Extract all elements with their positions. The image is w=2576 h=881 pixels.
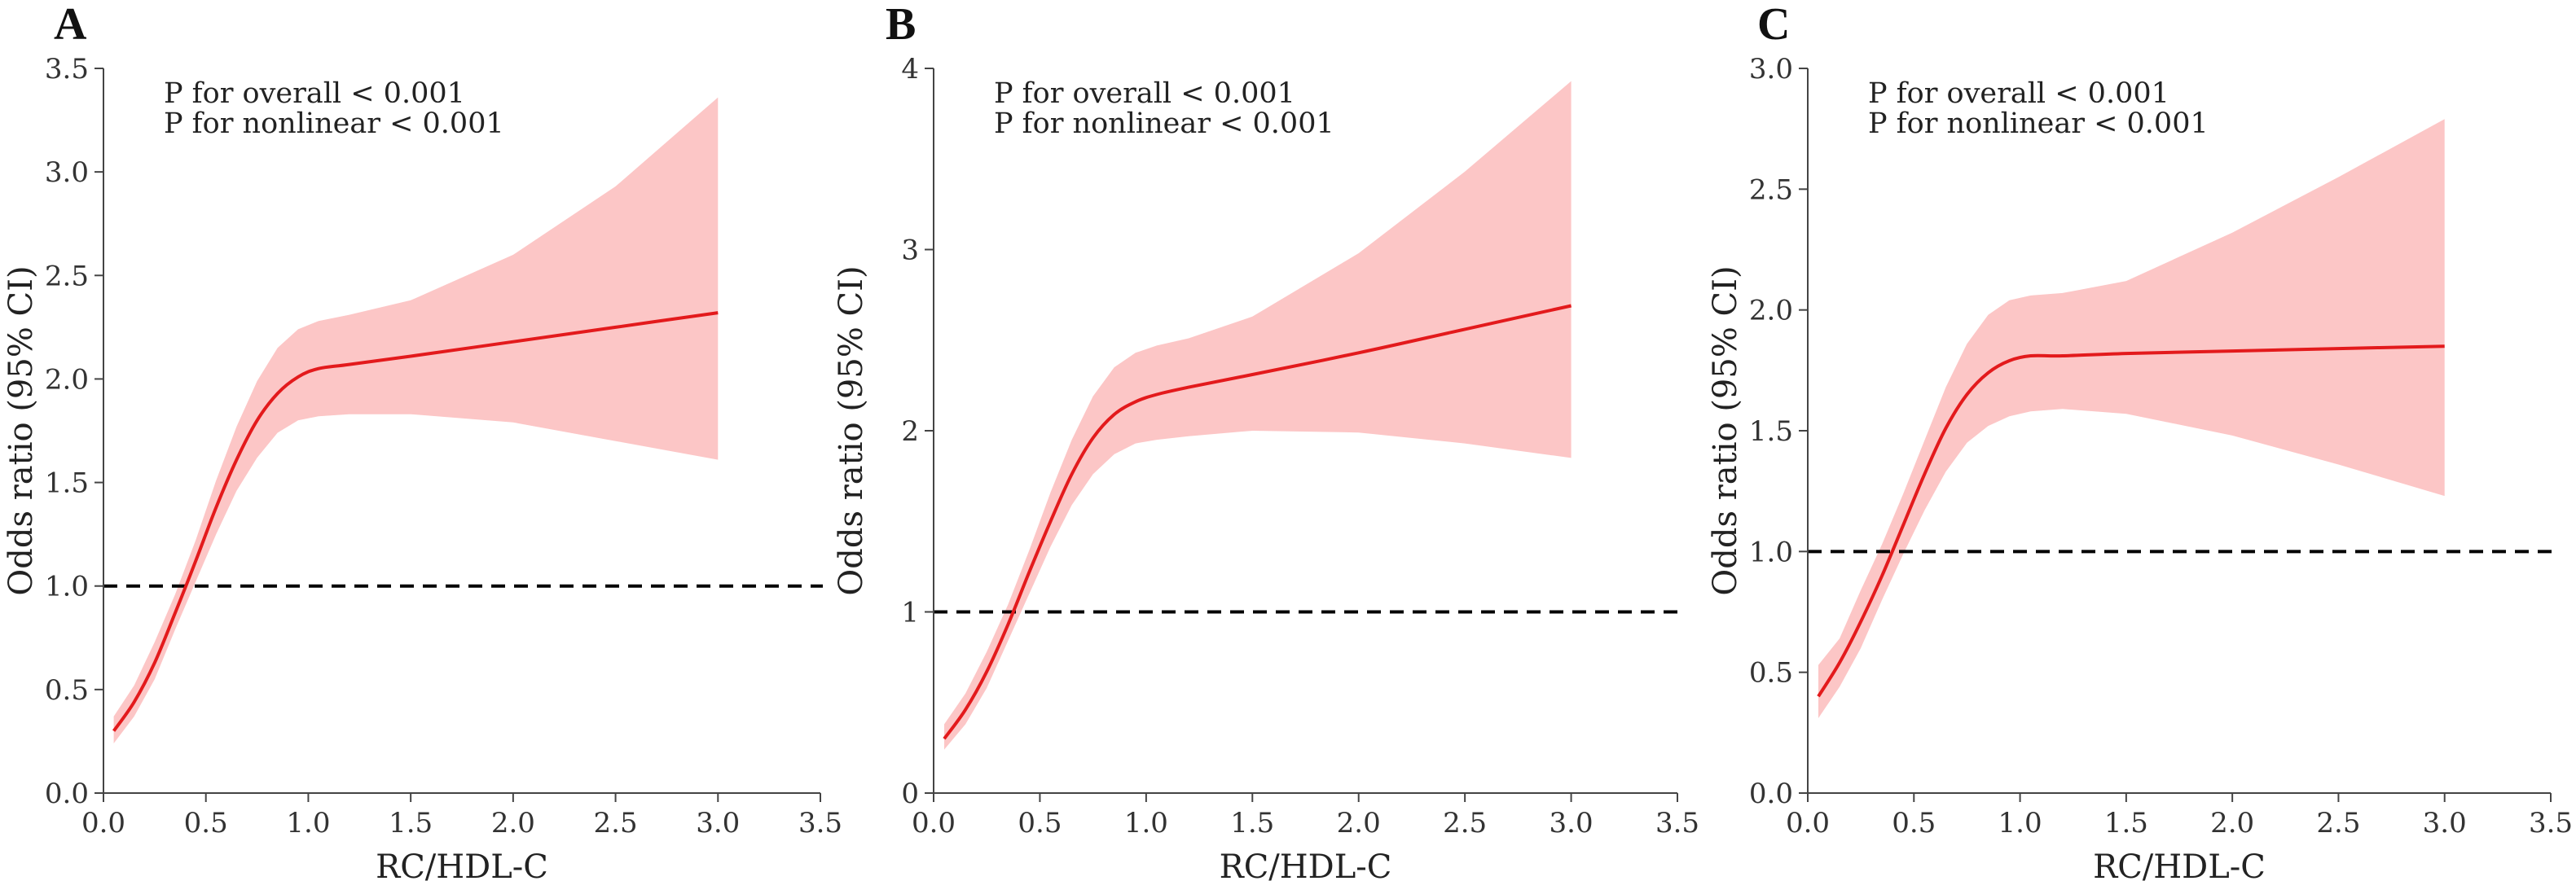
panel-c-x-tick-label: 1.5: [2104, 807, 2148, 839]
panel-a-letter: A: [54, 0, 87, 50]
panel-b-x-tick-label: 3.5: [1655, 807, 1699, 839]
panel-c-x-tick-label: 2.0: [2210, 807, 2254, 839]
panel-b-y-tick-label: 2: [901, 415, 919, 448]
panel-b-x-tick-label: 1.5: [1230, 807, 1274, 839]
panel-c-x-tick-label: 2.5: [2316, 807, 2360, 839]
panel-c-y-tick-label: 0.0: [1749, 778, 1793, 810]
panel-b-x-tick-label: 2.0: [1337, 807, 1381, 839]
panel-a-x-tick-label: 1.0: [286, 807, 330, 839]
panel-c-p-nonlinear: P for nonlinear < 0.001: [1868, 107, 2209, 140]
panel-c-p-overall: P for overall < 0.001: [1868, 77, 2169, 110]
panel-b-p-overall: P for overall < 0.001: [994, 77, 1295, 110]
panel-a-y-axis-title: Odds ratio (95% CI): [2, 265, 40, 595]
panel-a-p-nonlinear: P for nonlinear < 0.001: [164, 107, 504, 140]
panel-a-y-tick-label: 2.5: [45, 260, 89, 292]
panel-b-x-tick-label: 2.5: [1443, 807, 1487, 839]
panel-b-x-tick-label: 3.0: [1550, 807, 1594, 839]
panel-a-x-axis-title: RC/HDL-C: [376, 848, 548, 881]
panel-b-y-axis-title: Odds ratio (95% CI): [833, 265, 870, 595]
panel-a-y-tick-label: 0.0: [45, 778, 89, 810]
panel-b: B 0 1 2 3 4 0.0 0.5 1.0 1.5 2.0 2.5 3.0 3.5 RC/HDL-C O…: [833, 0, 1699, 881]
panel-b-x-tick-label: 0.0: [912, 807, 956, 839]
panel-b-p-nonlinear: P for nonlinear < 0.001: [994, 107, 1334, 140]
panel-b-y-tick-label: 1: [901, 597, 919, 629]
panel-a-x-tick-label: 3.5: [798, 807, 842, 839]
panel-a: A 0.0 0.5 1.0 1.5 2.0 2.5 3.0 3.5 0.0 0.5 1.0 1.5 2.…: [2, 0, 842, 881]
panel-b-y-tick-label: 3: [901, 234, 919, 267]
panel-a-y-tick-label: 1.5: [45, 467, 89, 500]
panel-a-p-overall: P for overall < 0.001: [164, 77, 465, 110]
panel-c-x-tick-label: 0.5: [1892, 807, 1936, 839]
panel-c-y-tick-label: 1.0: [1749, 536, 1793, 568]
panel-c-y-tick-label: 2.0: [1749, 295, 1793, 327]
panel-a-x-tick-label: 1.5: [389, 807, 433, 839]
panel-a-y-tick-label: 1.0: [45, 571, 89, 603]
panel-c-y-tick-label: 2.5: [1749, 173, 1793, 206]
panel-c-ci-band: [1818, 119, 2445, 719]
panel-a-x-tick-label: 2.0: [491, 807, 535, 839]
panel-a-x-tick-label: 0.5: [184, 807, 228, 839]
panel-b-letter: B: [886, 0, 916, 50]
panel-c-or-curve: [1817, 344, 2445, 698]
panel-b-x-tick-label: 0.5: [1018, 807, 1062, 839]
panel-c-x-axis-title: RC/HDL-C: [2093, 848, 2266, 881]
panel-b-y-tick-label: 4: [901, 53, 919, 85]
panel-c-x-tick-label: 3.5: [2529, 807, 2573, 839]
panel-a-x-tick-label: 0.0: [81, 807, 125, 839]
panel-a-or-curve: [112, 311, 719, 732]
panel-c-y-tick-label: 0.5: [1749, 657, 1793, 690]
panel-c-letter: C: [1757, 0, 1790, 50]
panel-b-x-axis-title: RC/HDL-C: [1220, 848, 1392, 881]
panel-a-y-tick-label: 3.5: [45, 53, 89, 85]
panel-c-x-tick-label: 0.0: [1786, 807, 1830, 839]
panel-a-x-tick-label: 3.0: [696, 807, 740, 839]
panel-b-ci-band: [944, 81, 1572, 750]
panel-c: C 0.0 0.5 1.0 1.5 2.0 2.5 3.0 0.0 0.5 1.0 1.5 2.0 2.…: [1707, 0, 2573, 881]
panel-b-x-tick-label: 1.0: [1124, 807, 1168, 839]
panel-c-y-tick-label: 3.0: [1749, 53, 1793, 85]
panel-c-x-tick-label: 3.0: [2423, 807, 2467, 839]
panel-b-y-tick-label: 0: [901, 778, 919, 810]
panel-c-x-tick-label: 1.0: [1998, 807, 2042, 839]
panel-a-y-tick-label: 2.0: [45, 363, 89, 396]
panel-a-x-tick-label: 2.5: [594, 807, 638, 839]
panel-a-y-tick-label: 0.5: [45, 674, 89, 707]
panel-a-ci-band: [113, 97, 719, 744]
panel-c-y-axis-title: Odds ratio (95% CI): [1707, 265, 1744, 595]
panel-a-y-tick-label: 3.0: [45, 156, 89, 189]
panel-b-or-curve: [943, 304, 1572, 740]
panel-c-y-tick-label: 1.5: [1749, 415, 1793, 448]
